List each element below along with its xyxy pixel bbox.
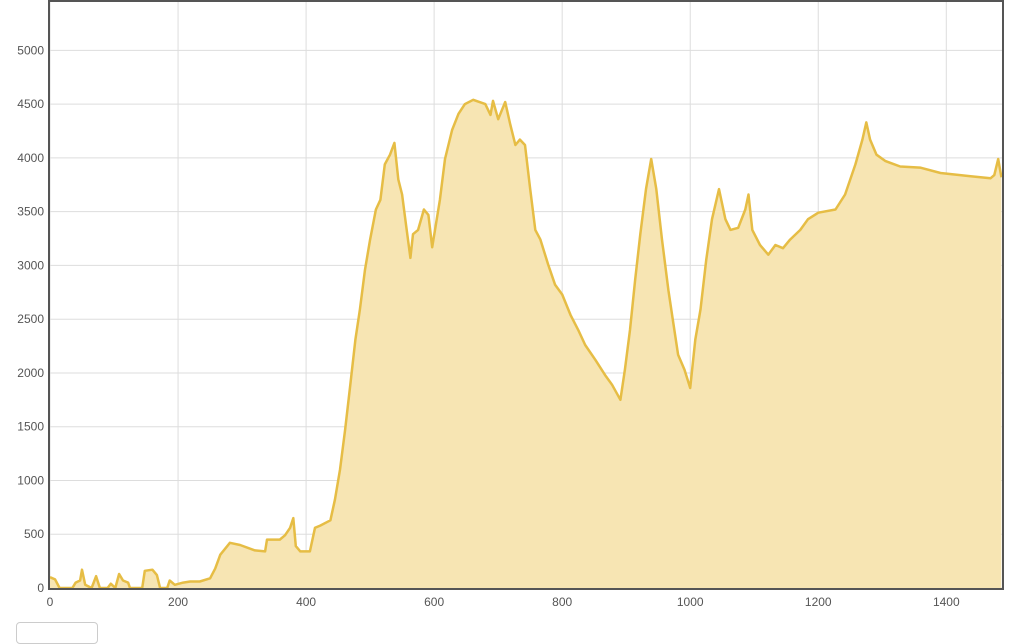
series-area-fill — [50, 99, 1002, 589]
x-tick-label: 1000 — [677, 595, 704, 609]
y-tick-label: 0 — [37, 581, 44, 595]
y-tick-label: 4500 — [17, 97, 44, 111]
x-tick-label: 600 — [424, 595, 444, 609]
y-tick-label: 4000 — [17, 151, 44, 165]
plot-frame — [48, 0, 1004, 590]
x-tick-label: 800 — [552, 595, 572, 609]
x-tick-label: 1200 — [805, 595, 832, 609]
y-tick-label: 3000 — [17, 258, 44, 272]
x-tick-label: 0 — [47, 595, 54, 609]
y-tick-label: 5000 — [17, 43, 44, 57]
series-line — [49, 98, 1003, 590]
y-tick-label: 2500 — [17, 312, 44, 326]
y-tick-label: 3500 — [17, 205, 44, 219]
control-button[interactable] — [16, 622, 98, 644]
y-tick-label: 500 — [24, 527, 44, 541]
y-tick-label: 1000 — [17, 473, 44, 487]
y-tick-label: 2000 — [17, 366, 44, 380]
x-tick-label: 200 — [168, 595, 188, 609]
x-tick-label: 1400 — [933, 595, 960, 609]
tick-labels: 0 200 400 600 800 1000 1200 1400 0 500 1000 1500 200… — [17, 43, 960, 609]
x-tick-label: 400 — [296, 595, 316, 609]
y-tick-label: 1500 — [17, 420, 44, 434]
